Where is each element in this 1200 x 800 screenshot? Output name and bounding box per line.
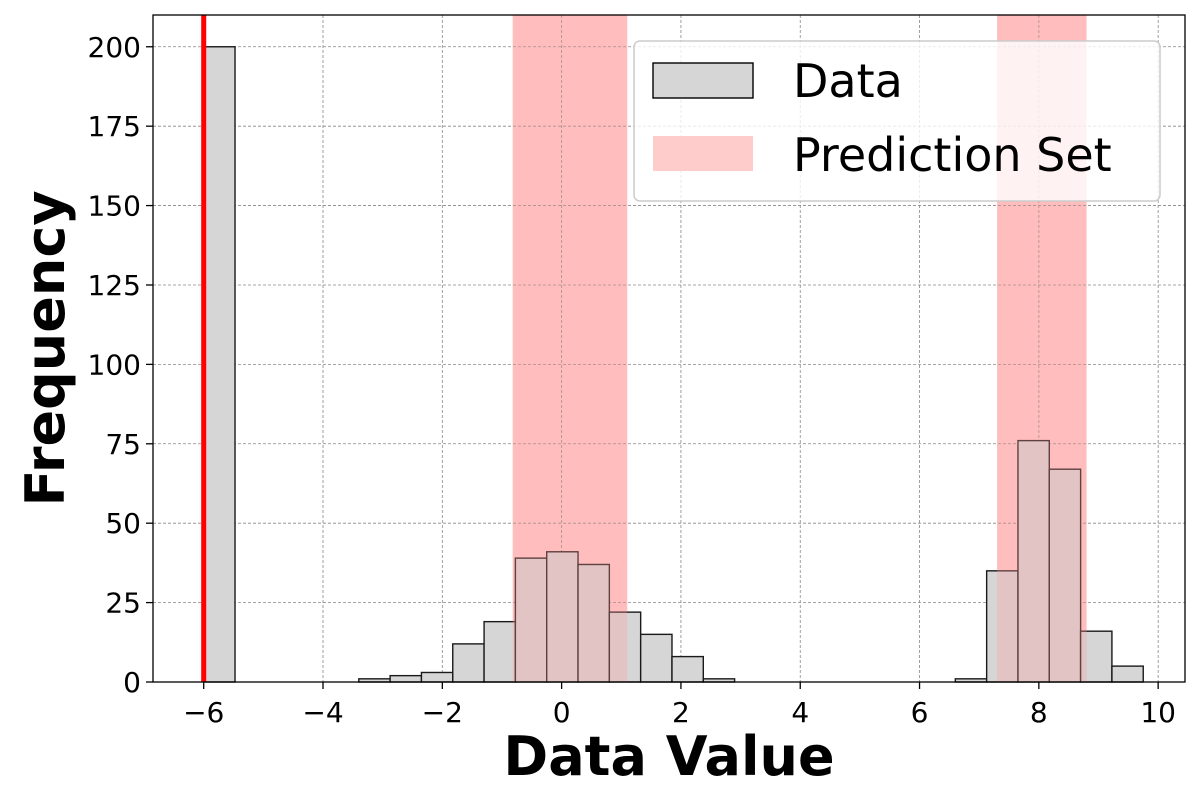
histogram-bar bbox=[1079, 630, 1113, 683]
x-tick-label: 4 bbox=[791, 696, 809, 729]
legend-swatch-prediction-set bbox=[653, 136, 753, 171]
x-tick-label: −2 bbox=[422, 696, 463, 729]
y-tick-label: 50 bbox=[105, 507, 141, 540]
y-tick-label: 200 bbox=[88, 31, 141, 64]
histogram-bar bbox=[514, 557, 548, 683]
x-axis-title: Data Value bbox=[503, 725, 834, 788]
y-tick-label: 100 bbox=[88, 348, 141, 381]
x-tick-label: 0 bbox=[553, 696, 571, 729]
legend-swatch-data bbox=[652, 62, 754, 99]
legend: Data Prediction Set bbox=[633, 40, 1161, 202]
x-tick-label: 6 bbox=[911, 696, 929, 729]
y-tick-label: 0 bbox=[123, 666, 141, 699]
legend-label-data: Data bbox=[793, 54, 903, 108]
x-tick-label: −6 bbox=[183, 696, 224, 729]
histogram-bar bbox=[420, 671, 454, 683]
y-tick-label: 125 bbox=[88, 269, 141, 302]
histogram-bar bbox=[452, 643, 485, 683]
histogram-bar bbox=[389, 674, 423, 683]
histogram-bar bbox=[671, 655, 705, 683]
histogram-bar bbox=[483, 620, 517, 683]
histogram-bar bbox=[1048, 468, 1082, 683]
y-tick-label: 175 bbox=[88, 110, 141, 143]
histogram-bar bbox=[639, 633, 673, 683]
x-tick-label: 2 bbox=[672, 696, 690, 729]
x-tick-label: −4 bbox=[302, 696, 343, 729]
y-axis-title: Frequency bbox=[14, 190, 77, 506]
histogram-bar bbox=[1111, 665, 1144, 683]
histogram-bars bbox=[203, 46, 1144, 683]
y-tick-label: 150 bbox=[88, 190, 141, 223]
legend-label-prediction-set: Prediction Set bbox=[793, 128, 1112, 182]
x-tick-label: 10 bbox=[1140, 696, 1176, 729]
prediction-set-overlay bbox=[512, 15, 628, 682]
plot-frame bbox=[152, 14, 1186, 683]
legend-box bbox=[633, 40, 1161, 202]
y-tick-label: 75 bbox=[105, 428, 141, 461]
histogram-bar bbox=[577, 563, 611, 683]
x-tick-label: 8 bbox=[1030, 696, 1048, 729]
histogram-bar bbox=[203, 46, 236, 683]
y-tick-label: 25 bbox=[105, 587, 141, 620]
